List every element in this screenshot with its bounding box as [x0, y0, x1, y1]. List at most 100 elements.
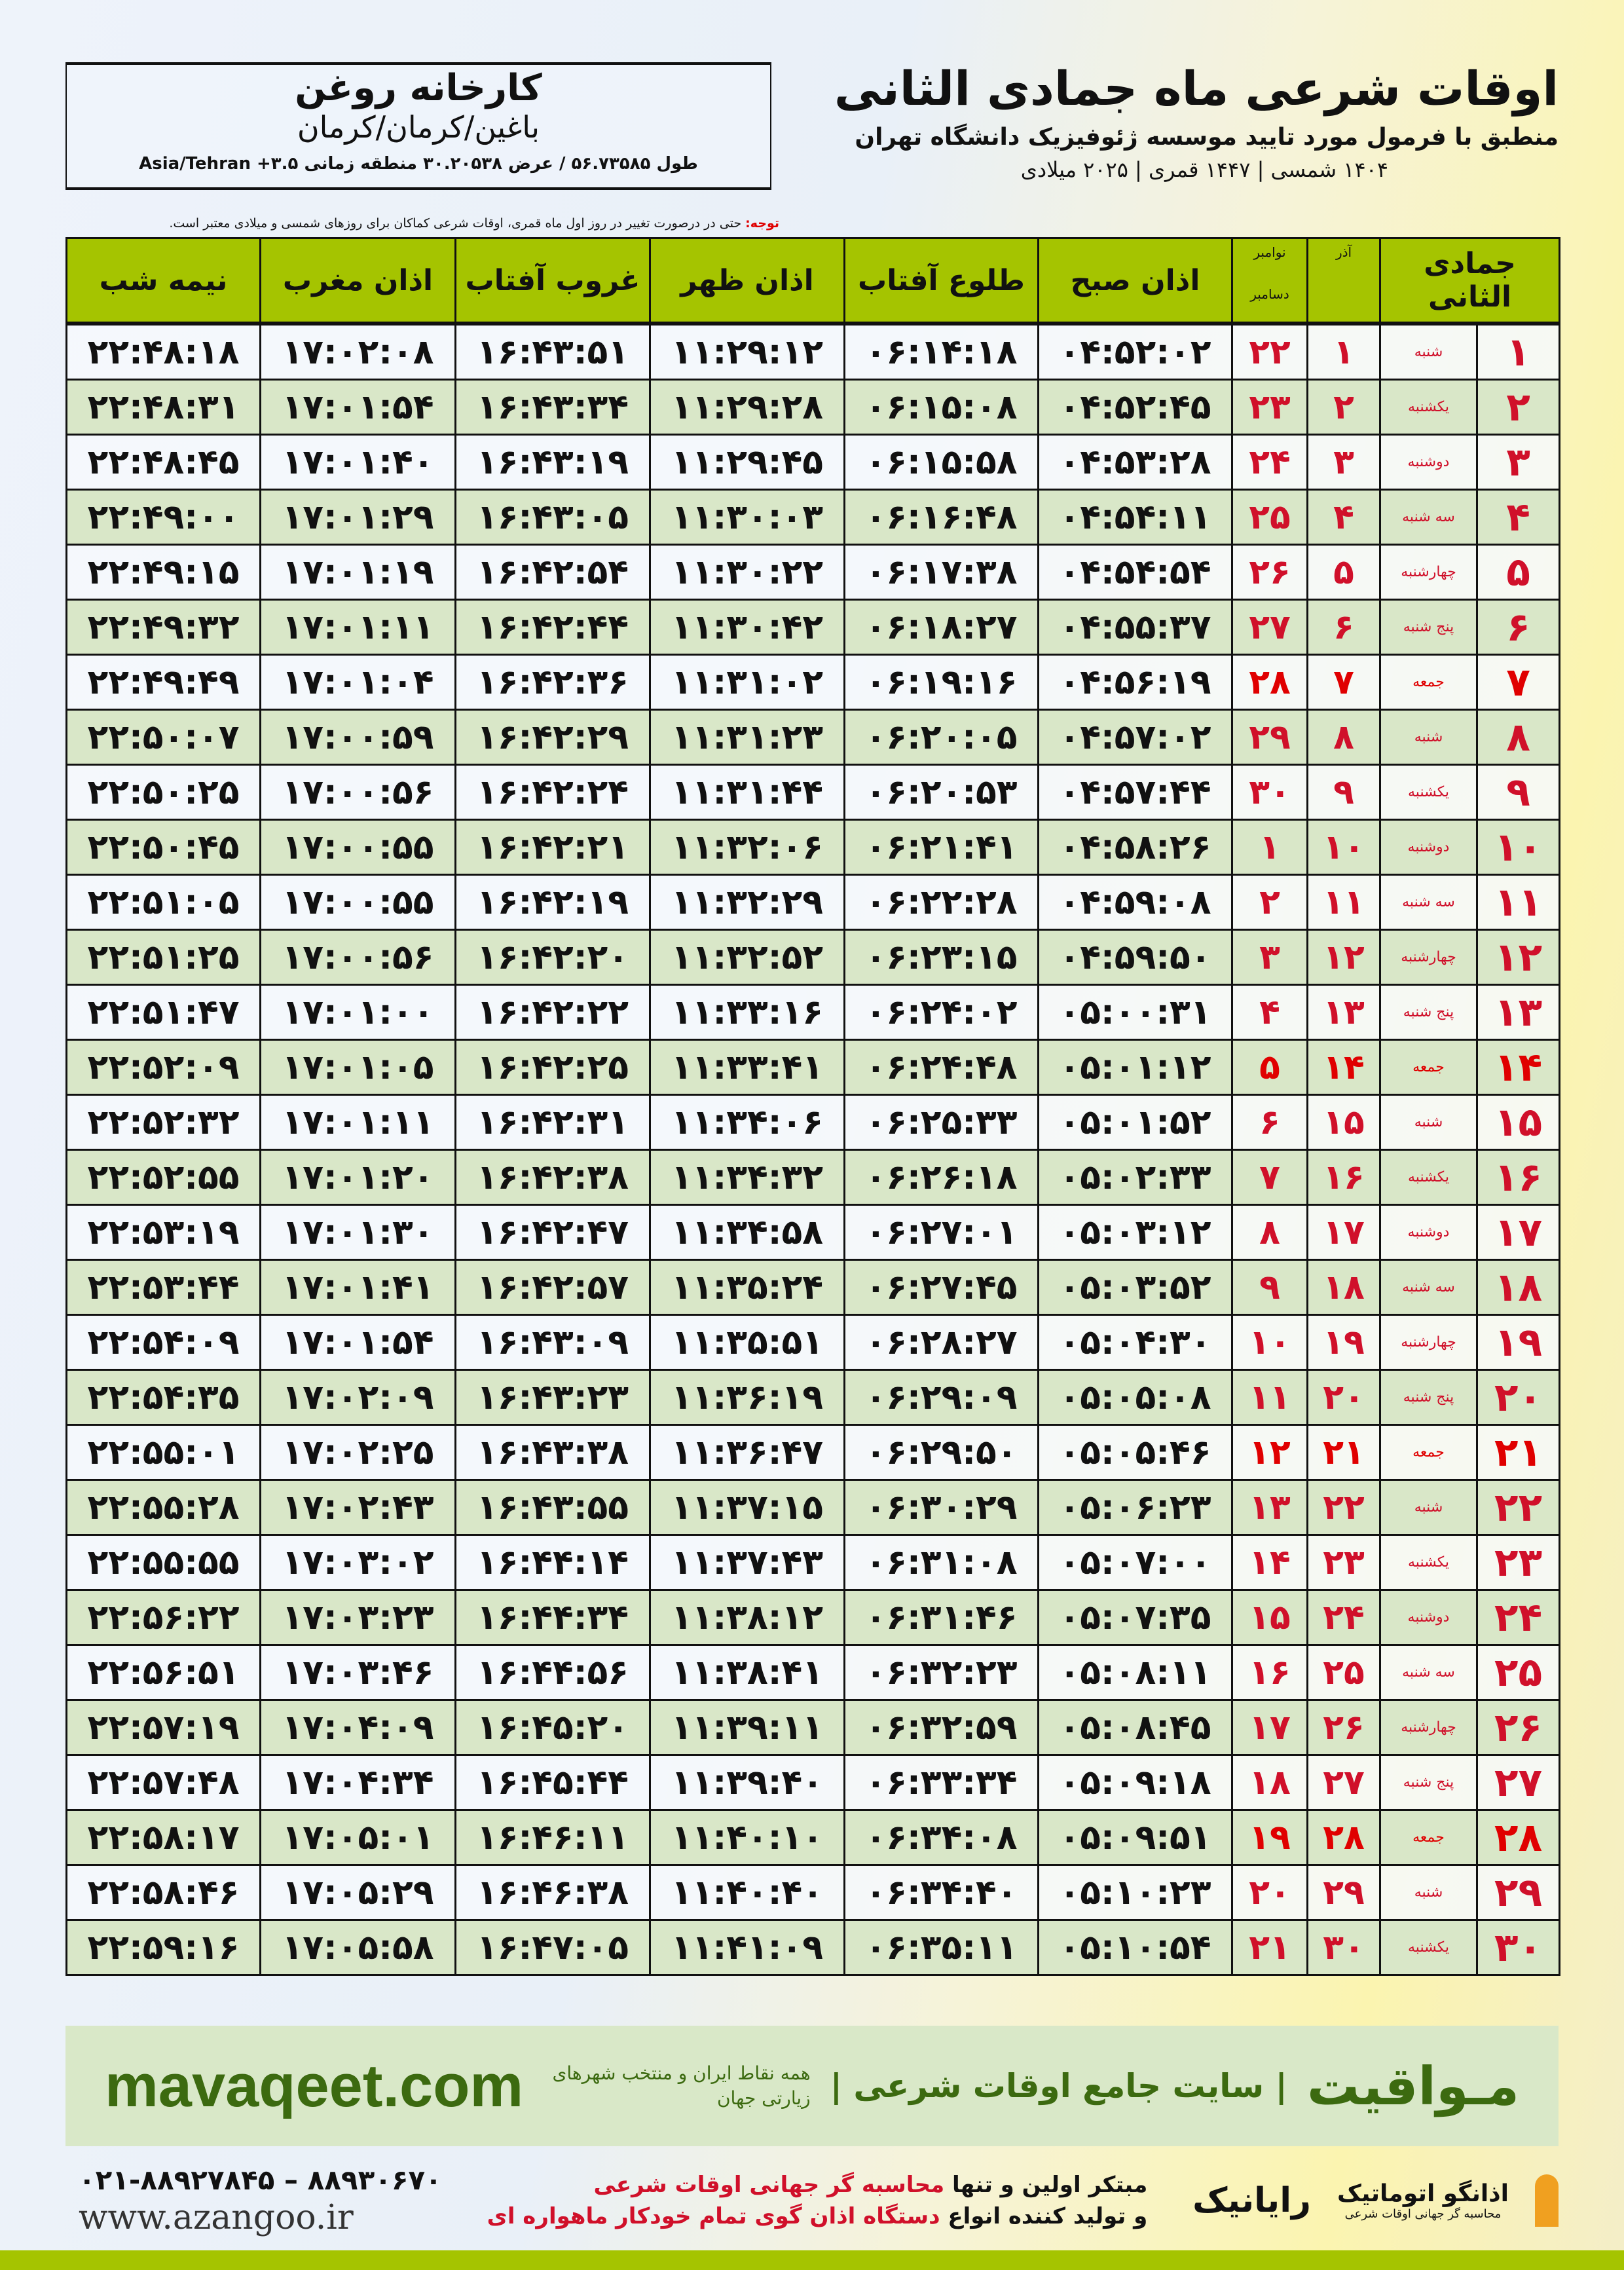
table-row: ۲۰ پنج شنبه ۲۰ ۱۱ ۰۵:۰۵:۰۸ ۰۶:۲۹:۰۹ ۱۱:۳۶:۱۹ ۱۶… [65, 1369, 1561, 1426]
sunset: ۱۶:۴۳:۵۵ [454, 1479, 651, 1536]
weekday: جمعه [1378, 654, 1479, 711]
azar-day: ۶ [1306, 599, 1381, 656]
sunset: ۱۶:۴۲:۲۵ [454, 1039, 651, 1096]
promo-site-link[interactable]: mavaqeet.com [105, 2052, 524, 2119]
maghrib: ۱۷:۰۱:۲۰ [259, 1149, 456, 1206]
midnight: ۲۲:۵۳:۱۹ [65, 1204, 261, 1261]
maghrib: ۱۷:۰۲:۰۸ [259, 322, 456, 381]
table-row: ۶ پنج شنبه ۶ ۲۷ ۰۴:۵۵:۳۷ ۰۶:۱۸:۲۷ ۱۱:۳۰:۴۲ ۱۶:۴… [65, 599, 1561, 656]
weekday: دوشنبه [1378, 434, 1479, 491]
footer-line-1b: محاسبه گر جهانی اوقات شرعی [593, 2172, 945, 2198]
sunrise: ۰۶:۱۹:۱۶ [843, 654, 1039, 711]
gregorian-day: ۲۰ [1231, 1864, 1308, 1921]
weekday: یکشنبه [1378, 1534, 1479, 1591]
maghrib: ۱۷:۰۰:۵۵ [259, 874, 456, 931]
hijri-day: ۱۴ [1476, 1039, 1561, 1096]
fajr: ۰۴:۵۹:۰۸ [1037, 874, 1233, 931]
dhuhr: ۱۱:۳۰:۰۳ [649, 489, 845, 546]
note-text: حتی در درصورت تغییر در روز اول ماه قمری،… [169, 216, 746, 231]
table-row: ۲۵ سه شنبه ۲۵ ۱۶ ۰۵:۰۸:۱۱ ۰۶:۳۲:۲۳ ۱۱:۳۸:۴۱ ۱۶:… [65, 1644, 1561, 1701]
footer-lines: مبتکر اولین و تنها محاسبه گر جهانی اوقات… [487, 2169, 1148, 2232]
dhuhr: ۱۱:۳۷:۴۳ [649, 1534, 845, 1591]
midnight: ۲۲:۴۹:۱۵ [65, 544, 261, 601]
dhuhr: ۱۱:۳۱:۴۴ [649, 764, 845, 821]
hijri-day: ۹ [1476, 764, 1561, 821]
azar-day: ۳۰ [1306, 1919, 1381, 1976]
azar-day: ۱۷ [1306, 1204, 1381, 1261]
footer-contact: ۰۲۱-۸۸۹۲۷۸۴۵ – ۸۸۹۳۰۶۷۰ www.azangoo.ir [79, 2163, 442, 2238]
midnight: ۲۲:۵۳:۴۴ [65, 1259, 261, 1316]
sunrise: ۰۶:۳۴:۴۰ [843, 1864, 1039, 1921]
azar-day: ۱۲ [1306, 929, 1381, 986]
maghrib: ۱۷:۰۳:۴۶ [259, 1644, 456, 1701]
table-row: ۱۱ سه شنبه ۱۱ ۲ ۰۴:۵۹:۰۸ ۰۶:۲۲:۲۸ ۱۱:۳۲:۲۹ ۱۶:۴… [65, 874, 1561, 931]
maghrib: ۱۷:۰۱:۱۹ [259, 544, 456, 601]
midnight: ۲۲:۵۵:۰۱ [65, 1424, 261, 1481]
fajr: ۰۵:۰۳:۵۲ [1037, 1259, 1233, 1316]
weekday: یکشنبه [1378, 1149, 1479, 1206]
sunset: ۱۶:۴۳:۰۹ [454, 1314, 651, 1371]
sunrise: ۰۶:۲۴:۰۲ [843, 984, 1039, 1041]
sunset: ۱۶:۴۲:۲۹ [454, 709, 651, 766]
dhuhr: ۱۱:۳۵:۵۱ [649, 1314, 845, 1371]
footer-line-2a: و تولید کننده انواع [940, 2203, 1148, 2229]
sunrise: ۰۶:۲۹:۵۰ [843, 1424, 1039, 1481]
sunset: ۱۶:۴۶:۱۱ [454, 1809, 651, 1866]
sunset: ۱۶:۴۳:۵۱ [454, 322, 651, 381]
azangoo-logo-text: اذانگو اتوماتیک [1337, 2180, 1509, 2207]
azar-day: ۱۱ [1306, 874, 1381, 931]
weekday: شنبه [1378, 1864, 1479, 1921]
gregorian-day: ۱۸ [1231, 1754, 1308, 1811]
dhuhr: ۱۱:۳۱:۰۲ [649, 654, 845, 711]
dhuhr: ۱۱:۳۹:۱۱ [649, 1699, 845, 1756]
weekday: یکشنبه [1378, 764, 1479, 821]
rayanik-logo: رایانیک [1192, 2181, 1311, 2220]
sunrise: ۰۶:۱۷:۳۸ [843, 544, 1039, 601]
table-row: ۲۲ شنبه ۲۲ ۱۳ ۰۵:۰۶:۲۳ ۰۶:۳۰:۲۹ ۱۱:۳۷:۱۵ ۱۶:۴۳:… [65, 1479, 1561, 1536]
azar-day: ۱۵ [1306, 1094, 1381, 1151]
sunrise: ۰۶:۲۰:۵۳ [843, 764, 1039, 821]
azar-day: ۳ [1306, 434, 1381, 491]
azar-day: ۲۹ [1306, 1864, 1381, 1921]
sunset: ۱۶:۴۲:۲۱ [454, 819, 651, 876]
azar-day: ۱۴ [1306, 1039, 1381, 1096]
gregorian-day: ۲۲ [1231, 322, 1308, 381]
col-gregorian-top: نوامبر [1253, 244, 1286, 260]
gregorian-day: ۲۹ [1231, 709, 1308, 766]
sunrise: ۰۶:۳۲:۲۳ [843, 1644, 1039, 1701]
weekday: شنبه [1378, 709, 1479, 766]
hijri-day: ۲۳ [1476, 1534, 1561, 1591]
gregorian-day: ۳۰ [1231, 764, 1308, 821]
fajr: ۰۴:۵۶:۱۹ [1037, 654, 1233, 711]
promo-banner: مـواقیت | سایت جامع اوقات شرعی | همه نقا… [65, 2026, 1559, 2146]
website-link[interactable]: www.azangoo.ir [79, 2198, 354, 2237]
sunset: ۱۶:۴۶:۳۸ [454, 1864, 651, 1921]
year-line: ۱۴۰۴ شمسی | ۱۴۴۷ قمری | ۲۰۲۵ میلادی [1020, 157, 1388, 182]
midnight: ۲۲:۵۸:۱۷ [65, 1809, 261, 1866]
weekday: یکشنبه [1378, 1919, 1479, 1976]
location-path: باغین/کرمان/کرمان [297, 109, 540, 145]
midnight: ۲۲:۴۸:۴۵ [65, 434, 261, 491]
fajr: ۰۵:۰۵:۰۸ [1037, 1369, 1233, 1426]
maghrib: ۱۷:۰۱:۴۰ [259, 434, 456, 491]
maghrib: ۱۷:۰۵:۲۹ [259, 1864, 456, 1921]
hijri-day: ۲ [1476, 379, 1561, 436]
hijri-day: ۲۱ [1476, 1424, 1561, 1481]
maghrib: ۱۷:۰۳:۲۳ [259, 1589, 456, 1646]
col-gregorian: نوامبر دسامبر [1231, 237, 1308, 326]
sunrise: ۰۶:۱۴:۱۸ [843, 322, 1039, 381]
sunset: ۱۶:۴۴:۳۴ [454, 1589, 651, 1646]
fajr: ۰۵:۰۷:۰۰ [1037, 1534, 1233, 1591]
maghrib: ۱۷:۰۵:۰۱ [259, 1809, 456, 1866]
fajr: ۰۵:۰۲:۳۳ [1037, 1149, 1233, 1206]
weekday: جمعه [1378, 1424, 1479, 1481]
gregorian-day: ۱۱ [1231, 1369, 1308, 1426]
sunset: ۱۶:۴۲:۱۹ [454, 874, 651, 931]
hijri-day: ۲۵ [1476, 1644, 1561, 1701]
table-row: ۱۲ چهارشنبه ۱۲ ۳ ۰۴:۵۹:۵۰ ۰۶:۲۳:۱۵ ۱۱:۳۲:۵۲ ۱۶:… [65, 929, 1561, 986]
dhuhr: ۱۱:۳۰:۴۲ [649, 599, 845, 656]
table-row: ۷ جمعه ۷ ۲۸ ۰۴:۵۶:۱۹ ۰۶:۱۹:۱۶ ۱۱:۳۱:۰۲ ۱۶:۴۲:۳۶… [65, 654, 1561, 711]
sunset: ۱۶:۴۲:۵۷ [454, 1259, 651, 1316]
table-row: ۲ یکشنبه ۲ ۲۳ ۰۴:۵۲:۴۵ ۰۶:۱۵:۰۸ ۱۱:۲۹:۲۸ ۱۶:۴۳:… [65, 379, 1561, 436]
midnight: ۲۲:۵۴:۰۹ [65, 1314, 261, 1371]
